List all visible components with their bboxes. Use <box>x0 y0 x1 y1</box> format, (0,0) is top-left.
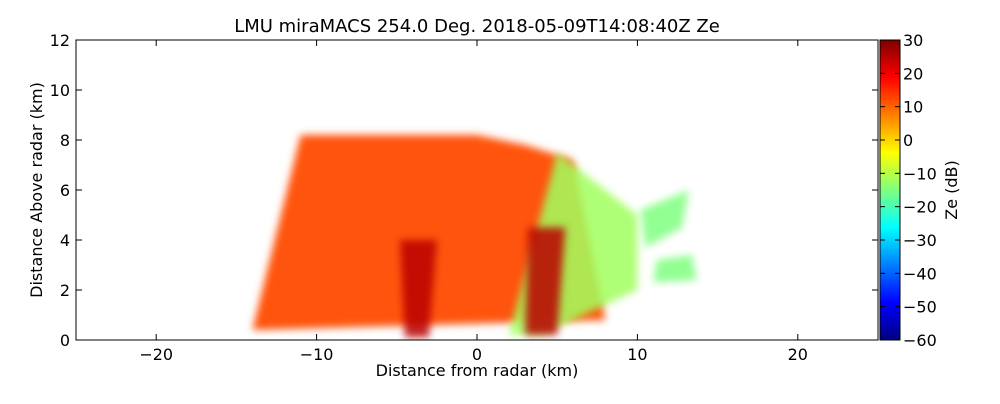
colorbar-tick-label: 30 <box>903 31 923 50</box>
chart-title: LMU miraMACS 254.0 Deg. 2018-05-09T14:08… <box>234 16 720 37</box>
x-tick-label: 10 <box>627 345 647 364</box>
colorbar-tick-label: 20 <box>903 64 923 83</box>
colorbar-tick-label: −50 <box>903 298 937 317</box>
y-tick-label: 2 <box>60 281 70 300</box>
colorbar-ticks: 30 20 10 0 −10 −20 −30 −40 −50 −60 <box>880 31 937 350</box>
x-axis: −20 −10 0 10 20 <box>139 40 808 364</box>
radar-sweep <box>252 135 697 338</box>
reflectivity-region <box>653 255 697 283</box>
reflectivity-region <box>400 240 437 338</box>
colorbar-tick-label: 0 <box>903 131 913 150</box>
y-tick-label: 0 <box>60 331 70 350</box>
y-tick-label: 12 <box>50 31 70 50</box>
y-tick-label: 8 <box>60 131 70 150</box>
colorbar <box>879 39 901 341</box>
x-tick-label: 20 <box>788 345 808 364</box>
reflectivity-region <box>525 227 566 335</box>
reflectivity-region <box>640 190 689 248</box>
y-axis-label: Distance Above radar (km) <box>27 82 46 298</box>
y-axis: 0 2 4 6 8 10 12 <box>50 31 878 350</box>
colorbar-tick-label: −10 <box>903 164 937 183</box>
colorbar-label: Ze (dB) <box>942 160 961 220</box>
x-tick-label: 0 <box>472 345 482 364</box>
x-tick-label: −20 <box>139 345 173 364</box>
reflectivity-region <box>252 135 606 330</box>
colorbar-tick-label: −40 <box>903 264 937 283</box>
colorbar-tick-label: −20 <box>903 198 937 217</box>
y-tick-label: 4 <box>60 231 70 250</box>
colorbar-tick-label: 10 <box>903 98 923 117</box>
colorbar-tick-label: −60 <box>903 331 937 350</box>
plot-area <box>252 135 697 338</box>
y-tick-label: 6 <box>60 181 70 200</box>
x-tick-label: −10 <box>300 345 334 364</box>
y-tick-label: 10 <box>50 81 70 100</box>
colorbar-tick-label: −30 <box>903 231 937 250</box>
x-axis-label: Distance from radar (km) <box>376 361 579 380</box>
